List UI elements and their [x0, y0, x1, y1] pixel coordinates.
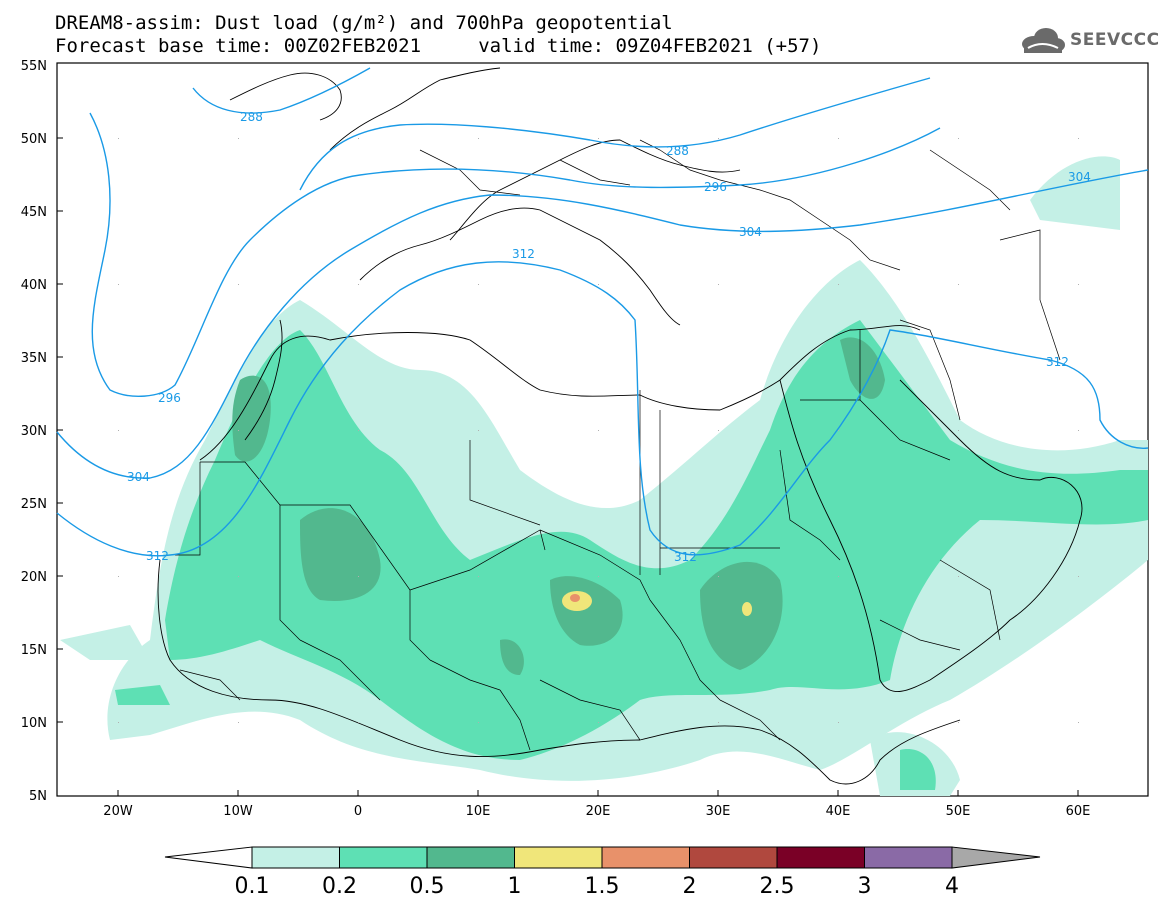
lat-label: 15N [21, 643, 47, 658]
colorbar-tick-label: 1 [508, 874, 522, 899]
contour-label: 296 [704, 180, 727, 194]
lon-label: 10E [466, 804, 491, 819]
colorbar-box [251, 846, 340, 869]
colorbar-tick-label: 0.5 [410, 874, 445, 899]
contour-label: 312 [674, 550, 697, 564]
coastlines [157, 67, 1083, 785]
colorbar-low-triangle [164, 846, 253, 869]
colorbar-box [776, 846, 865, 869]
colorbar-box [601, 846, 690, 869]
contour-label: 288 [666, 144, 689, 158]
chart-title-line1: DREAM8-assim: Dust load (g/m²) and 700hP… [55, 12, 673, 34]
lat-label: 25N [21, 497, 47, 512]
colorbar-box [339, 846, 428, 869]
logo-text: SEEVCCC [1070, 30, 1160, 50]
lat-label: 40N [21, 278, 47, 293]
chart-title-line2: Forecast base time: 00Z02FEB2021 valid t… [55, 35, 822, 57]
lat-label: 30N [21, 424, 47, 439]
colorbar-tick-label: 3 [858, 874, 872, 899]
lat-label: 10N [21, 716, 47, 731]
colorbar-box [426, 846, 515, 869]
latitude-labels: 55N 50N 45N 40N 35N 30N 25N 20N 15N 10N … [21, 59, 47, 804]
colorbar-tick-label: 2 [683, 874, 697, 899]
contour-label: 288 [240, 110, 263, 124]
lat-label: 55N [21, 59, 47, 74]
lon-label: 10W [223, 804, 253, 819]
lat-label: 20N [21, 570, 47, 585]
colorbar-tick-label: 4 [945, 874, 959, 899]
colorbar-tick-label: 1.5 [585, 874, 620, 899]
contour-label: 312 [512, 247, 535, 261]
colorbar-box [864, 846, 953, 869]
contour-label: 304 [127, 470, 150, 484]
contour-labels: 288 288 296 296 304 304 304 312 312 312 … [127, 110, 1091, 564]
lon-label: 50E [946, 804, 971, 819]
contour-label: 304 [739, 225, 762, 239]
colorbar: 0.1 0.2 0.5 1 1.5 2 2.5 3 4 [164, 846, 1041, 899]
lat-label: 50N [21, 132, 47, 147]
graticule [118, 138, 1079, 723]
contour-label: 296 [158, 391, 181, 405]
lon-label: 60E [1066, 804, 1091, 819]
lon-label: 20E [586, 804, 611, 819]
lon-label: 20W [103, 804, 133, 819]
colorbar-boxes [251, 846, 953, 869]
colorbar-tick-label: 0.2 [322, 874, 357, 899]
lat-label: 35N [21, 351, 47, 366]
lon-label: 30E [706, 804, 731, 819]
dust-shading [60, 156, 1149, 796]
contour-label: 312 [146, 549, 169, 563]
colorbar-box [689, 846, 778, 869]
lon-label: 0 [354, 804, 362, 819]
country-borders [175, 139, 1061, 751]
colorbar-tick-label: 2.5 [760, 874, 795, 899]
lat-label: 5N [29, 789, 47, 804]
lon-label: 40E [826, 804, 851, 819]
contour-label: 312 [1046, 355, 1069, 369]
lat-label: 45N [21, 205, 47, 220]
contour-label: 304 [1068, 170, 1091, 184]
cloud-icon [1022, 28, 1065, 53]
colorbar-high-triangle [951, 846, 1041, 869]
colorbar-box [514, 846, 603, 869]
colorbar-tick-label: 0.1 [235, 874, 270, 899]
seevccc-logo: SEEVCCC [1018, 26, 1160, 54]
axis-ticks [57, 137, 1079, 796]
geopotential-contours [56, 67, 1149, 557]
colorbar-tick-labels: 0.1 0.2 0.5 1 1.5 2 2.5 3 4 [235, 874, 960, 899]
longitude-labels: 20W 10W 0 10E 20E 30E 40E 50E 60E [103, 804, 1090, 819]
